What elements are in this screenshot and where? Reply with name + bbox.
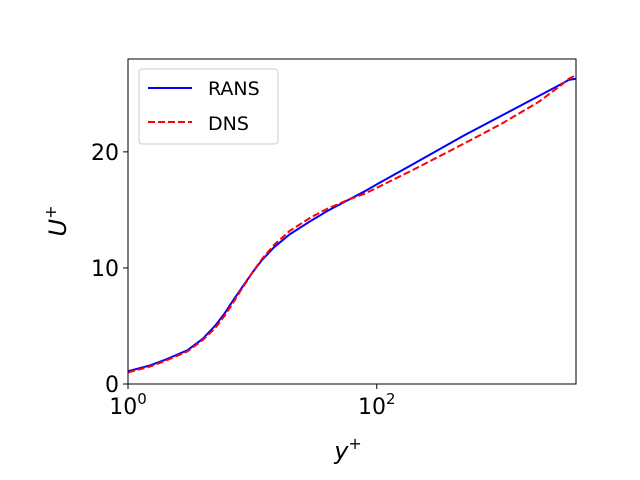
legend-label-dns: DNS — [208, 113, 249, 135]
x-axis-label-main: y — [333, 437, 349, 465]
y-tick-label: 10 — [91, 257, 119, 282]
series-line-dns — [127, 74, 577, 374]
legend-label-rans: RANS — [208, 78, 260, 100]
y-tick-label: 20 — [91, 141, 119, 166]
x-axis-label-sup: + — [348, 434, 361, 453]
y-axis-label-sup: + — [41, 206, 60, 219]
y-axis-label-main: U — [44, 218, 72, 236]
ticks-layer: 0 10 20 100 102 — [91, 141, 396, 420]
x-axis-label: y+ — [333, 434, 362, 465]
legend: RANS DNS — [138, 68, 279, 145]
series-layer — [127, 74, 577, 374]
x-tick-label: 102 — [358, 390, 396, 420]
y-tick-label: 0 — [105, 373, 119, 398]
y-axis-label: U+ — [41, 206, 72, 237]
x-tick-label: 100 — [109, 390, 147, 420]
plot-frame — [127, 58, 577, 385]
